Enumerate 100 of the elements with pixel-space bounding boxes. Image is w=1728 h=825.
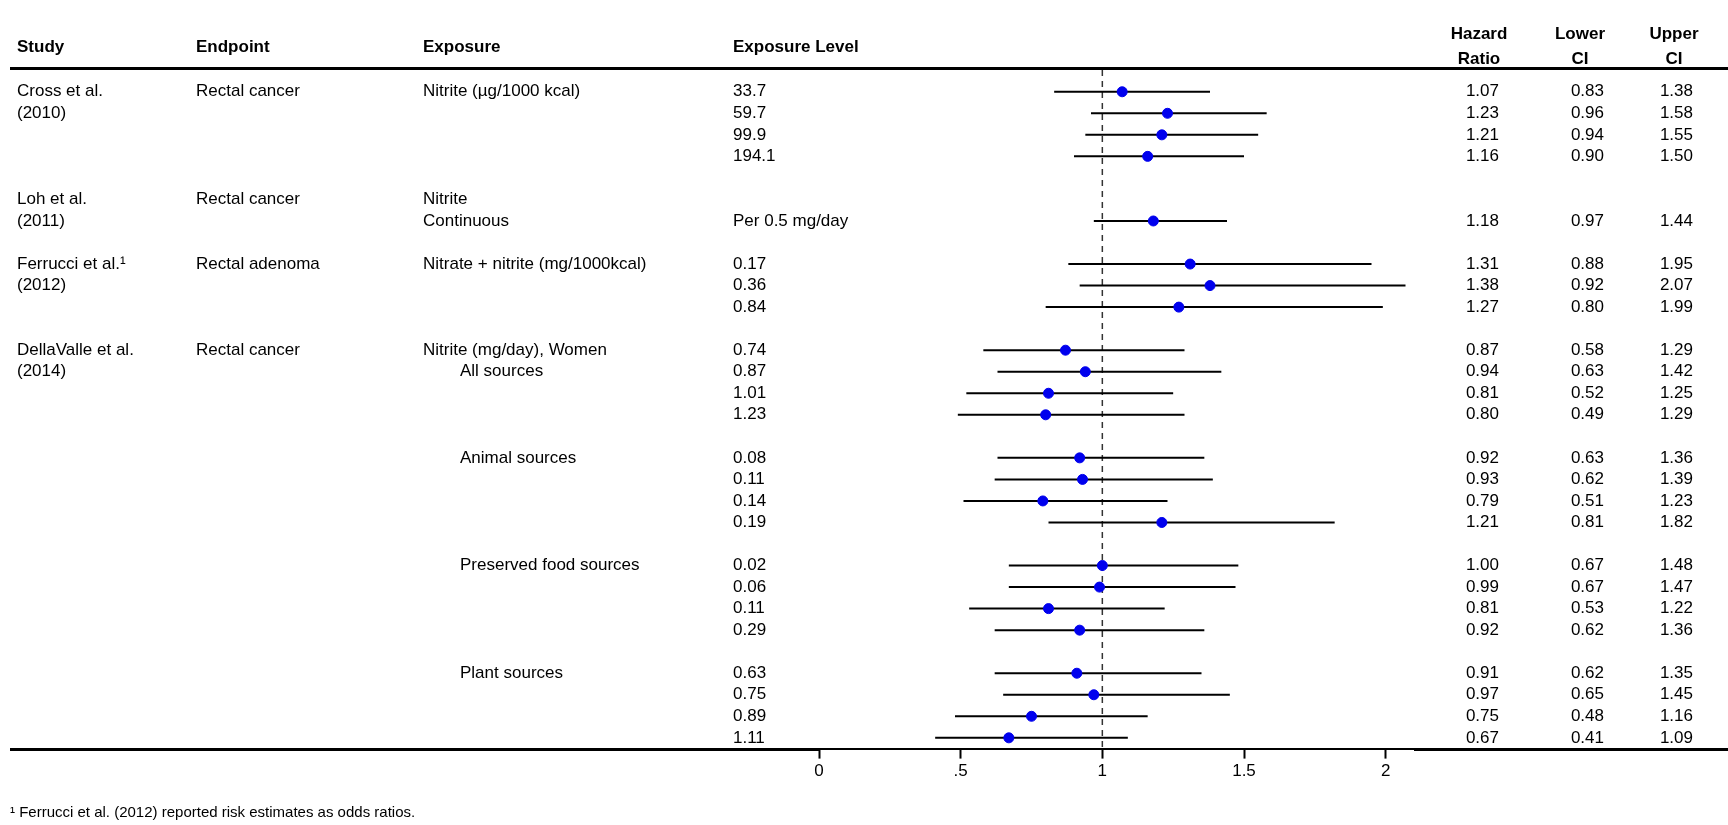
text: 1.29: [1659, 339, 1693, 359]
y-axis-title: Exposure Level: [733, 36, 859, 56]
text: Exposure: [423, 36, 501, 56]
y-tick-label: 0.06: [733, 576, 767, 596]
text: 0.97: [1570, 210, 1604, 230]
y-tick-label: 1.11: [733, 727, 765, 747]
text: 0.94: [1570, 124, 1604, 144]
data-label: 1.18: [1465, 210, 1499, 230]
text: 1.50: [1659, 146, 1693, 166]
y-tick-label: 59.7: [733, 102, 767, 122]
y-tick-label: 0.75: [733, 684, 767, 704]
text: Loh et al.: [17, 189, 87, 209]
y-tick-label: 0.17: [733, 253, 767, 273]
text: 1.36: [1659, 447, 1693, 467]
x-tick-label: 2: [1380, 761, 1391, 781]
text: 1.16: [1659, 705, 1693, 725]
text: 0.62: [1570, 469, 1604, 489]
point: [1162, 107, 1173, 119]
text: 0.88: [1570, 253, 1604, 273]
text: 0.48: [1570, 705, 1604, 725]
text: (2011): [17, 210, 65, 230]
text: Endpoint: [196, 36, 270, 56]
data-label: 0.87: [1465, 339, 1499, 359]
data-label: 1.27: [1465, 296, 1499, 316]
text: (2012): [17, 275, 67, 295]
point: [1037, 495, 1049, 507]
y-tick-label: 0.29: [733, 619, 767, 639]
text: 1.99: [1659, 296, 1693, 316]
data-label: 1.21: [1465, 512, 1499, 532]
point: [1173, 301, 1185, 313]
text: 1.09: [1659, 727, 1693, 747]
data-label: 1.00: [1465, 555, 1499, 575]
y-tick-label: 0.02: [733, 555, 767, 575]
x-tick-label: 0: [814, 761, 824, 781]
text: 1.58: [1659, 102, 1693, 122]
data-label: 1.16: [1465, 146, 1499, 166]
text: Continuous: [423, 210, 510, 230]
data-label: 0.81: [1465, 382, 1499, 402]
text: 0.92: [1570, 275, 1604, 295]
text: 0.63: [1570, 447, 1604, 467]
text: 0.67: [1570, 555, 1604, 575]
data-label: 1.07: [1465, 81, 1499, 101]
data-label: 0.92: [1465, 447, 1499, 467]
point: [1184, 258, 1196, 270]
y-tick-label: 0.87: [733, 361, 767, 381]
x-tick-label: 1: [1097, 761, 1108, 781]
x-tick-label: .5: [953, 761, 968, 781]
text: 0.83: [1570, 81, 1604, 101]
point: [1040, 409, 1052, 421]
data-label: 0.93: [1465, 469, 1499, 489]
text: 0.96: [1570, 102, 1604, 122]
text: 0.41: [1570, 727, 1604, 747]
text: ¹ Ferrucci et al. (2012) reported risk estimates as odds ratios.: [10, 803, 416, 821]
y-tick-label: 0.14: [733, 490, 767, 510]
point: [1147, 215, 1159, 227]
data-label: 0.80: [1465, 404, 1499, 424]
point: [1156, 516, 1168, 528]
text: Plant sources: [460, 662, 563, 682]
text: 0.63: [1570, 361, 1604, 381]
text: Rectal cancer: [196, 339, 301, 359]
data-label: 1.31: [1465, 253, 1499, 273]
text: 0.62: [1570, 662, 1604, 682]
text: Upper CI: [1649, 23, 1699, 68]
text: 0.65: [1570, 684, 1604, 704]
y-tick-label: 0.89: [733, 705, 767, 725]
text: 1.36: [1659, 619, 1693, 639]
y-tick-label: 0.36: [733, 275, 767, 295]
point: [1074, 624, 1086, 636]
text: 1.35: [1659, 662, 1693, 682]
text: All sources: [460, 361, 544, 381]
text: 1.29: [1659, 404, 1693, 424]
data-label: 1.21: [1465, 124, 1499, 144]
data-label: 1.38: [1465, 275, 1499, 295]
text: 0.52: [1570, 382, 1604, 402]
text: 0.51: [1570, 490, 1604, 510]
text: (2010): [17, 102, 67, 122]
text: Rectal cancer: [196, 81, 301, 101]
text: 1.22: [1659, 598, 1693, 618]
text: Nitrate + nitrite (mg/1000kcal): [423, 253, 647, 273]
text: Preserved food sources: [460, 555, 640, 575]
point: [1088, 689, 1100, 701]
text: 2.07: [1659, 275, 1693, 295]
y-tick-label: 0.74: [733, 339, 767, 359]
point: [1003, 732, 1015, 744]
data-label: 0.75: [1465, 705, 1499, 725]
text: 1.42: [1659, 361, 1693, 381]
data-label: 0.81: [1465, 598, 1499, 618]
point: [1142, 150, 1154, 162]
text: 1.82: [1659, 512, 1693, 532]
data-label: 0.79: [1465, 490, 1499, 510]
text: 1.45: [1659, 684, 1693, 704]
text: 0.81: [1570, 512, 1604, 532]
point: [1116, 86, 1128, 98]
y-tick-label: 0.08: [733, 447, 767, 467]
data-label: 0.99: [1465, 576, 1499, 596]
y-tick-label: 1.01: [733, 382, 767, 402]
text: 1.48: [1659, 555, 1693, 575]
data-label: 0.97: [1465, 684, 1499, 704]
text: Rectal adenoma: [196, 253, 321, 273]
text: 1.55: [1659, 124, 1693, 144]
